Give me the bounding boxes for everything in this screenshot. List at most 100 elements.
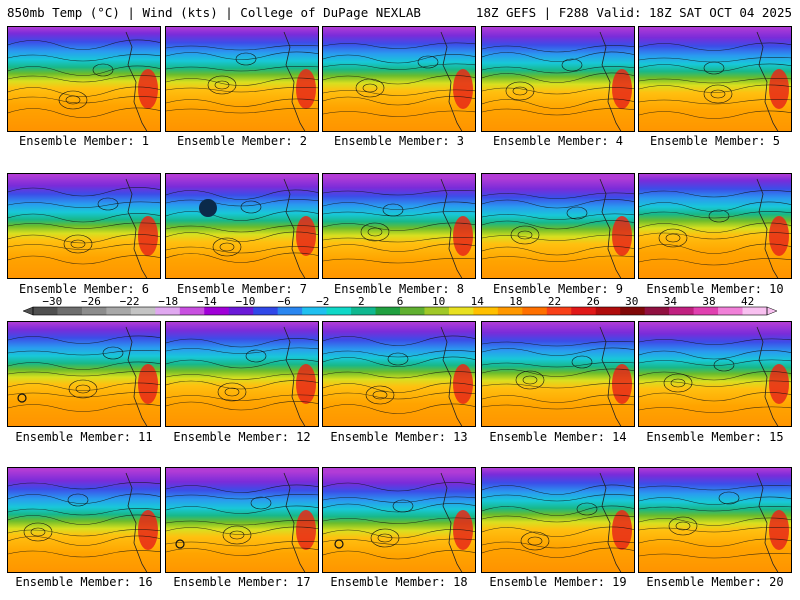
pressure-center	[360, 222, 390, 242]
colorbar-swatch	[497, 307, 523, 315]
isobar-contour	[166, 189, 318, 200]
ensemble-map-4	[481, 26, 635, 132]
isobar-contour	[639, 258, 791, 266]
isobar-contour	[482, 192, 634, 199]
isobar-contour	[166, 373, 318, 380]
colorbar-swatch	[669, 307, 695, 315]
colorbar-swatch	[620, 307, 646, 315]
coastline	[440, 178, 463, 278]
warm-core	[612, 510, 632, 550]
ensemble-member-label: Ensemble Member: 1	[18, 134, 150, 148]
isobar-contour	[166, 338, 318, 348]
isobar-contour	[639, 485, 791, 491]
isobar-contour	[482, 220, 634, 230]
warm-core	[453, 69, 473, 109]
isobar-contour	[482, 505, 634, 516]
pressure-center	[58, 90, 88, 110]
pressure-center-inner	[512, 86, 528, 96]
pressure-center-inner	[670, 378, 686, 388]
colorbar-swatch	[106, 307, 132, 315]
isobar-contour	[166, 547, 318, 556]
colorbar-swatch	[179, 307, 205, 315]
temperature-field	[8, 174, 160, 278]
ensemble-map-1	[7, 26, 161, 132]
isobar-contour	[8, 514, 160, 525]
pressure-center-inner	[219, 242, 235, 252]
temperature-field	[639, 468, 791, 572]
isobar-contour	[8, 350, 160, 356]
ensemble-map-12	[165, 321, 319, 427]
ensemble-map-5	[638, 26, 792, 132]
ensemble-map-14	[481, 321, 635, 427]
warm-core	[769, 69, 789, 109]
isobar-contour	[323, 382, 475, 393]
isobar-contour	[323, 503, 475, 513]
ensemble-member-label: Ensemble Member: 8	[333, 282, 465, 296]
isobar-contour	[8, 550, 160, 558]
pressure-center	[68, 379, 98, 399]
pressure-center	[245, 349, 267, 363]
colorbar-tick-label: −6	[277, 296, 290, 308]
isobar-contour	[482, 494, 634, 502]
isobar-contour	[323, 201, 475, 210]
temperature-field	[8, 27, 160, 131]
pressure-center-inner	[517, 230, 533, 240]
colorbar-swatch	[473, 307, 499, 315]
pressure-center-inner	[70, 239, 86, 249]
warm-core	[296, 510, 316, 550]
pressure-center-inner	[224, 387, 240, 397]
pressure-center	[708, 209, 730, 223]
ensemble-map-11	[7, 321, 161, 427]
colorbar-swatch	[522, 307, 548, 315]
colorbar-swatch	[155, 307, 181, 315]
warm-core	[296, 69, 316, 109]
ensemble-member-label: Ensemble Member: 5	[649, 134, 781, 148]
pressure-center-inner	[30, 527, 46, 537]
pressure-center-inner	[362, 83, 378, 93]
ensemble-map-8	[322, 173, 476, 279]
pressure-center-inner	[372, 390, 388, 400]
warm-core	[612, 69, 632, 109]
coastline	[599, 31, 622, 131]
isobar-contour	[8, 382, 160, 391]
ensemble-member-label: Ensemble Member: 6	[18, 282, 150, 296]
colorbar-swatch	[33, 307, 58, 315]
isobar-contour	[8, 107, 160, 118]
pressure-center	[102, 346, 124, 360]
isobar-contour	[482, 66, 634, 74]
isobar-contour	[639, 201, 791, 212]
coastline	[599, 178, 622, 278]
ensemble-map-10	[638, 173, 792, 279]
isobar-contour	[8, 54, 160, 62]
temperature-field	[639, 322, 791, 426]
isobar-contour	[8, 86, 160, 97]
isobar-contour	[639, 63, 791, 72]
pressure-center	[97, 197, 119, 211]
pressure-center	[92, 63, 114, 77]
cyclone-center	[334, 539, 344, 549]
colorbar: −30 −26 −22 −18 −14 −10 −6 −2 2 6 10 14 18 22 26 30 34 38…	[22, 296, 778, 316]
isobar-contour	[482, 484, 634, 495]
isobar-contour	[323, 42, 475, 49]
isobar-contour	[323, 496, 475, 503]
ensemble-map-7	[165, 173, 319, 279]
warm-core	[453, 364, 473, 404]
isobar-contour	[323, 222, 475, 231]
isobar-contour	[323, 89, 475, 96]
colorbar-swatch	[57, 307, 83, 315]
isobar-contour	[639, 406, 791, 413]
isobar-contour	[323, 371, 475, 379]
isobar-contour	[8, 371, 160, 377]
isobar-contour	[482, 108, 634, 116]
isobar-contour	[482, 255, 634, 262]
temperature-field	[482, 27, 634, 131]
ensemble-map-17	[165, 467, 319, 573]
isobar-contour	[8, 39, 160, 50]
pressure-center	[703, 84, 733, 104]
isobar-contour	[323, 54, 475, 64]
colorbar-max-arrow	[766, 306, 778, 316]
isobar-contour	[482, 368, 634, 377]
colorbar-swatch	[546, 307, 572, 315]
pressure-center	[658, 228, 688, 248]
pressure-center	[382, 203, 404, 217]
